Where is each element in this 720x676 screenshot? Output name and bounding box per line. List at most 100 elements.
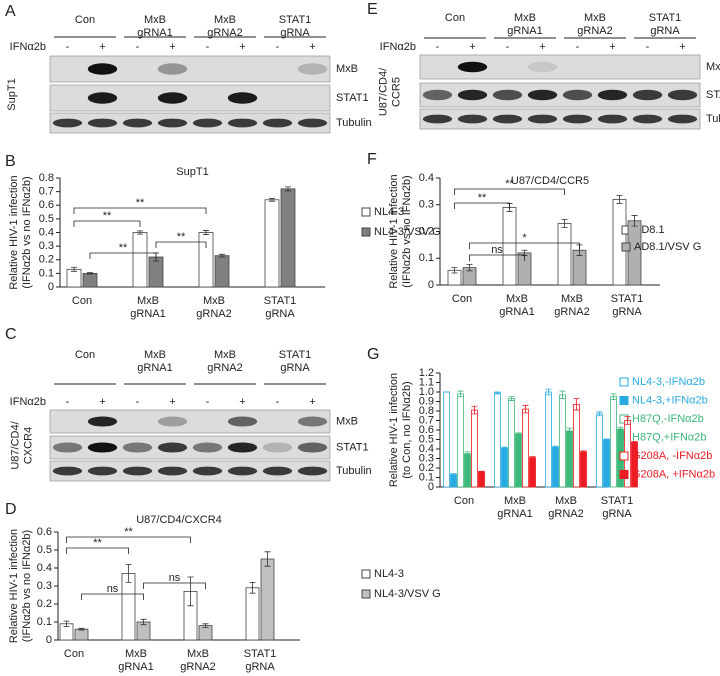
error-bar: [596, 411, 603, 417]
blot-band: [122, 118, 153, 128]
blot-band: [157, 63, 188, 75]
bar: [603, 439, 610, 488]
x-tick-label: gRNA1: [130, 308, 165, 320]
legend-label: H87Q,+IFNα2b: [632, 431, 707, 443]
bar: [502, 207, 517, 286]
error-bar: [187, 576, 194, 607]
significance-bracket: [81, 593, 144, 600]
x-tick-label: gRNA: [612, 306, 642, 318]
blot-band: [122, 442, 153, 453]
blot-band: [192, 118, 223, 128]
lane-group-label: Con: [75, 14, 95, 26]
y-tick-label: 1.1: [419, 376, 434, 388]
blot-band: [87, 466, 118, 476]
blot-band: [527, 61, 558, 73]
lane-sign: +: [469, 41, 475, 53]
lane-group-label: gRNA1: [507, 25, 542, 37]
x-tick-label: gRNA: [265, 308, 295, 320]
legend-label: NL4-3: [374, 568, 404, 580]
legend-label: NL4-3,+IFNα2b: [632, 394, 708, 406]
x-tick-label: gRNA1: [497, 508, 532, 520]
cell-label: CCR5: [390, 77, 402, 107]
x-tick-label: MxB: [203, 295, 225, 307]
x-tick-label: MxB: [506, 293, 528, 305]
blot-strip: [419, 108, 701, 130]
lane-group-label: gRNA1: [137, 362, 172, 374]
lane-sign: -: [206, 396, 210, 408]
blot-band: [262, 466, 293, 476]
x-tick-label: MxB: [504, 495, 526, 507]
lane-sign: -: [506, 41, 510, 53]
lane-sign: -: [576, 41, 580, 53]
bar: [264, 199, 280, 288]
bar: [508, 398, 515, 488]
y-tick-label: 0.5: [37, 544, 52, 556]
error-bar: [529, 456, 536, 459]
y-axis-label: (IFNα2b vs no IFNα2b): [21, 176, 33, 288]
bar: [552, 446, 559, 488]
legend-label: H87Q,-IFNα2b: [632, 413, 704, 425]
blot-band: [632, 114, 663, 124]
y-tick-label: 0.1: [39, 267, 54, 279]
panel-letter: F: [367, 151, 377, 168]
significance-label: **: [136, 197, 145, 209]
blot-band: [632, 89, 663, 101]
blot-band: [227, 92, 258, 104]
bar: [573, 403, 580, 488]
error-bar: [464, 451, 471, 457]
significance-label: **: [177, 231, 186, 243]
error-bar: [501, 446, 508, 450]
bar: [82, 272, 98, 288]
blot-band: [157, 442, 188, 453]
x-tick-label: gRNA2: [554, 306, 589, 318]
chart-title: U87/CD4/CCR5: [511, 175, 589, 187]
cell-label: U87/CD4/: [9, 420, 21, 469]
legend-swatch: [619, 377, 629, 387]
lane-group-label: MxB: [514, 12, 536, 24]
blot-band: [52, 466, 83, 476]
lane-sign: -: [276, 396, 280, 408]
y-tick-label: 0.2: [419, 462, 434, 474]
blot-band: [227, 118, 258, 128]
lane-sign: +: [239, 41, 245, 53]
y-tick-label: 0.9: [419, 395, 434, 407]
error-bar: [451, 267, 458, 274]
error-bar: [559, 390, 566, 400]
significance-label: ns: [491, 244, 503, 256]
lane-group-label: MxB: [584, 12, 606, 24]
lane-group-label: gRNA: [650, 25, 680, 37]
bar: [74, 628, 89, 641]
y-tick-label: 0.6: [37, 526, 52, 538]
x-tick-label: STAT1: [601, 495, 634, 507]
y-tick-label: 0.3: [419, 452, 434, 464]
legend-swatch: [619, 451, 629, 461]
blot-band: [192, 466, 223, 476]
legend-swatch: [361, 589, 371, 599]
significance-bracket: [143, 582, 206, 589]
bar: [457, 393, 464, 488]
significance-bracket: [469, 242, 580, 249]
x-tick-label: Con: [452, 293, 472, 305]
error-bar: [203, 230, 209, 235]
lane-sign: -: [136, 396, 140, 408]
bar: [559, 394, 566, 488]
blot-band: [297, 416, 328, 427]
significance-label: **: [103, 210, 112, 222]
y-tick-label: 0.6: [419, 424, 434, 436]
bar: [260, 558, 275, 641]
lane-sign: -: [136, 41, 140, 53]
lane-group-label: MxB: [144, 14, 166, 26]
lane-group-label: MxB: [214, 349, 236, 361]
y-tick-label: 0.5: [419, 433, 434, 445]
bar: [522, 408, 529, 488]
lane-group-label: gRNA: [280, 27, 310, 39]
blot-band: [422, 89, 453, 101]
lane-sign: +: [169, 396, 175, 408]
legend-swatch: [361, 227, 371, 237]
y-tick-label: 0.1: [37, 616, 52, 628]
y-tick-label: 1.2: [419, 367, 434, 379]
error-bar: [580, 450, 587, 454]
y-tick-label: 0: [48, 281, 54, 293]
significance-bracket: [66, 536, 191, 543]
y-axis-label: Relative HIV-1 infection: [388, 174, 400, 288]
